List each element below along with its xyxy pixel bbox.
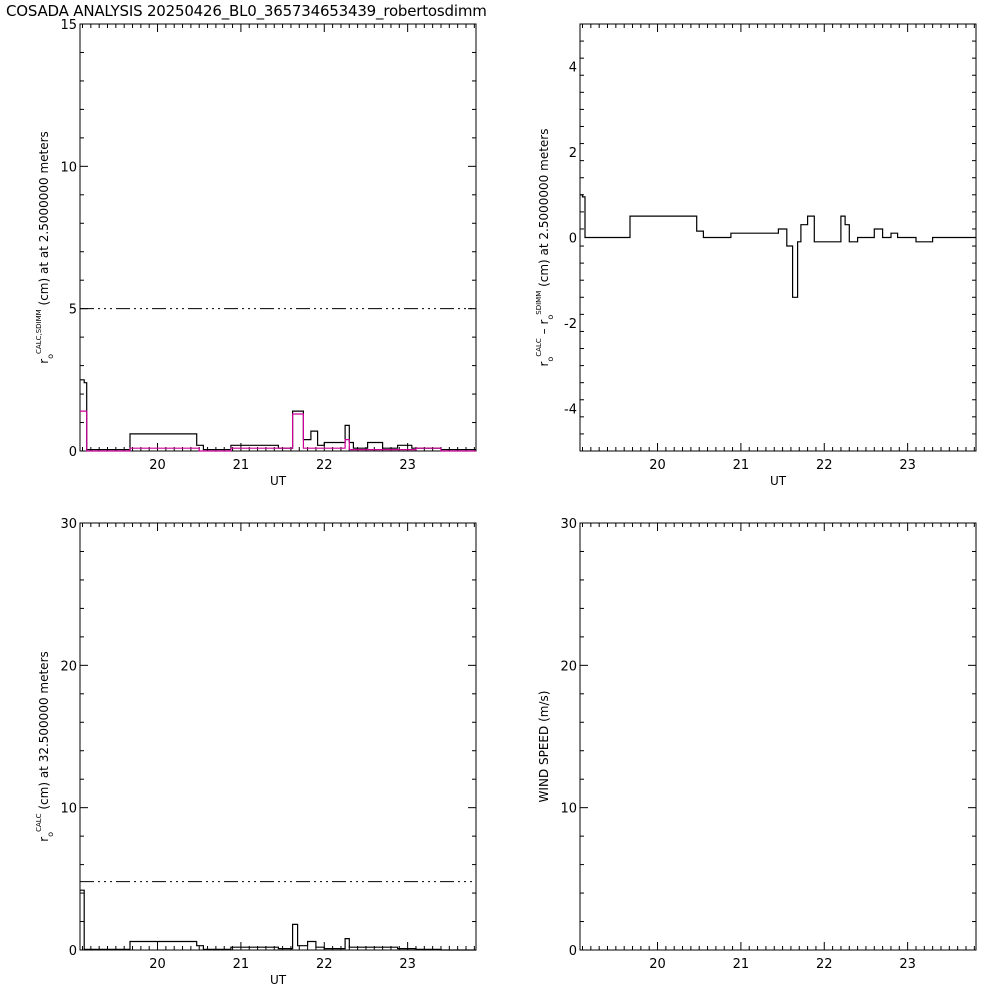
y-tick-label: -4: [564, 402, 577, 417]
y-tick-label: -2: [564, 317, 577, 332]
y-axis-label-part: o: [46, 832, 55, 837]
x-tick-label: 23: [899, 458, 916, 473]
x-tick-label: 20: [149, 957, 166, 972]
y-axis-label-part: r: [537, 361, 551, 366]
y-axis-label: roCALC (cm) at 32.500000 meters: [35, 651, 55, 842]
x-tick-label: 23: [399, 458, 416, 473]
panel-1: 20 21 22 23 0 5 10 15 UT roCALC,SDIMM (cm) at at …: [35, 18, 477, 488]
y-axis-label-part: o: [546, 357, 555, 362]
x-tick-label: 20: [149, 458, 166, 473]
series-line-2: [80, 410, 476, 452]
panel-4: 20 21 22 23 0 10 20 30 WIND SPEED (m/s): [537, 517, 977, 972]
y-axis-label: roCALC – roSDIMM (cm) at 2.5000000 meter…: [535, 129, 555, 367]
x-axis-label: UT: [270, 474, 287, 488]
y-tick-label: 4: [569, 61, 577, 76]
series-line-1: [80, 379, 476, 451]
x-tick-label: 22: [816, 458, 833, 473]
y-tick-label: 0: [69, 445, 77, 460]
x-tick-label: 20: [649, 957, 666, 972]
x-tick-label: 20: [649, 458, 666, 473]
x-tick-label: 21: [733, 458, 750, 473]
y-axis-label-part: o: [546, 315, 555, 320]
y-tick-label: 10: [60, 160, 77, 175]
x-axis-label: UT: [270, 973, 287, 987]
y-axis-label-part: – r: [537, 320, 551, 339]
y-axis-label-part: CALC: [535, 338, 543, 357]
y-tick-label: 10: [60, 802, 77, 817]
y-axis-label-part: (cm) at 2.5000000 meters: [537, 129, 551, 291]
y-axis-label-part: SDIMM: [535, 291, 543, 315]
y-tick-label: 30: [60, 517, 77, 532]
y-axis-label-part: o: [46, 354, 55, 359]
series-line-1: [80, 889, 476, 951]
x-tick-label: 22: [316, 957, 333, 972]
x-tick-label: 23: [899, 957, 916, 972]
y-tick-label: 10: [560, 802, 577, 817]
y-tick-label: 0: [69, 944, 77, 959]
y-axis-label: roCALC,SDIMM (cm) at at 2.5000000 meters: [35, 131, 55, 364]
x-tick-label: 22: [316, 458, 333, 473]
y-axis-label-part: (cm) at at 2.5000000 meters: [37, 131, 51, 309]
x-tick-label: 21: [233, 957, 250, 972]
plot-frame: [579, 522, 977, 951]
x-tick-label: 23: [399, 957, 416, 972]
y-axis-label-part: CALC,SDIMM: [35, 309, 43, 354]
plot-frame: [79, 522, 477, 951]
x-tick-label: 22: [816, 957, 833, 972]
y-axis-label-part: r: [37, 837, 51, 842]
y-axis-label-part: (cm) at 32.500000 meters: [37, 651, 51, 813]
y-tick-label: 0: [569, 944, 577, 959]
y-tick-label: 0: [569, 232, 577, 247]
x-tick-label: 21: [733, 957, 750, 972]
y-axis-label: WIND SPEED (m/s): [537, 691, 551, 803]
y-axis-label-part: CALC: [35, 813, 43, 832]
y-tick-label: 2: [569, 146, 577, 161]
x-axis-label: UT: [770, 474, 787, 488]
plot-frame: [79, 23, 477, 452]
x-tick-label: 21: [233, 458, 250, 473]
y-tick-label: 20: [560, 659, 577, 674]
y-tick-label: 30: [560, 517, 577, 532]
y-tick-label: 20: [60, 659, 77, 674]
series-line-1: [580, 194, 976, 298]
panel-3: 20 21 22 23 0 10 20 30 UT roCALC (cm) at 32.50000…: [35, 517, 477, 987]
y-tick-label: 5: [69, 303, 77, 318]
y-axis-label-part: r: [37, 359, 51, 364]
page-title: COSADA ANALYSIS 20250426_BL0_36573465343…: [6, 2, 487, 20]
y-tick-label: 15: [60, 18, 77, 33]
